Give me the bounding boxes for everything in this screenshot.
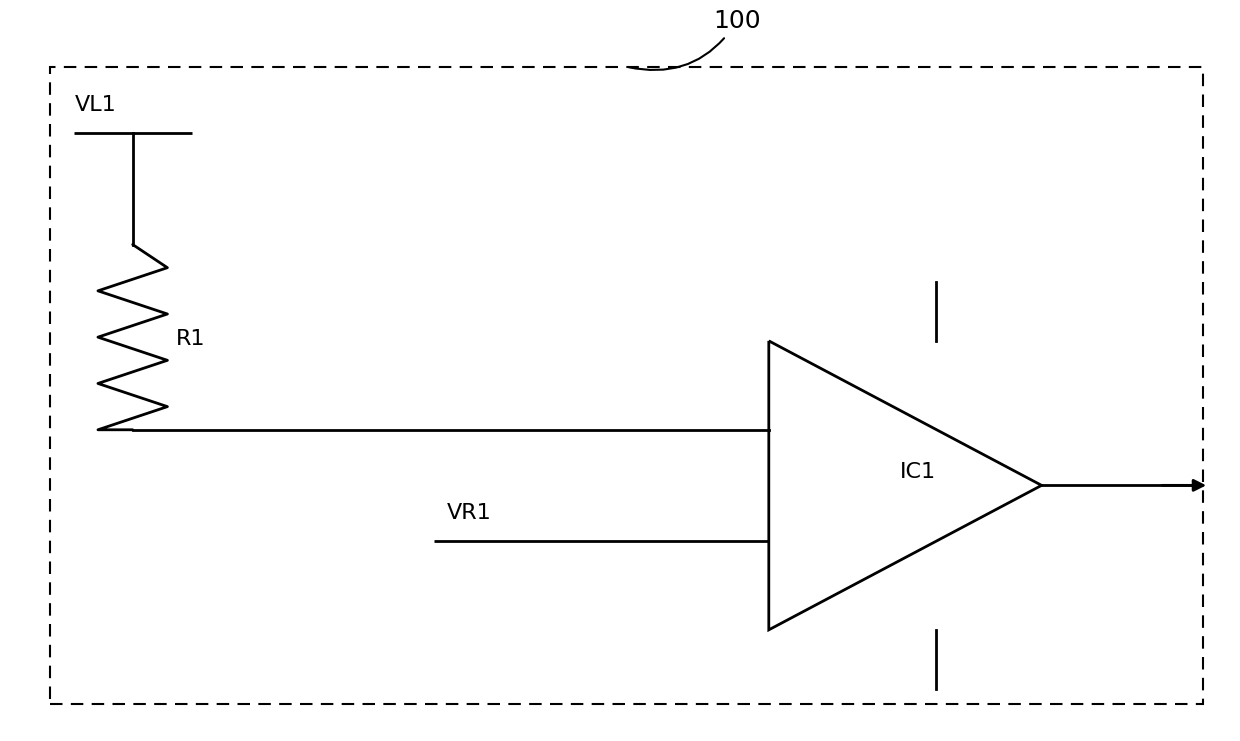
- Text: IC1: IC1: [899, 462, 936, 482]
- Text: R1: R1: [176, 328, 206, 348]
- Text: VR1: VR1: [446, 502, 491, 522]
- Text: VL1: VL1: [74, 95, 117, 115]
- Text: 100: 100: [629, 10, 760, 70]
